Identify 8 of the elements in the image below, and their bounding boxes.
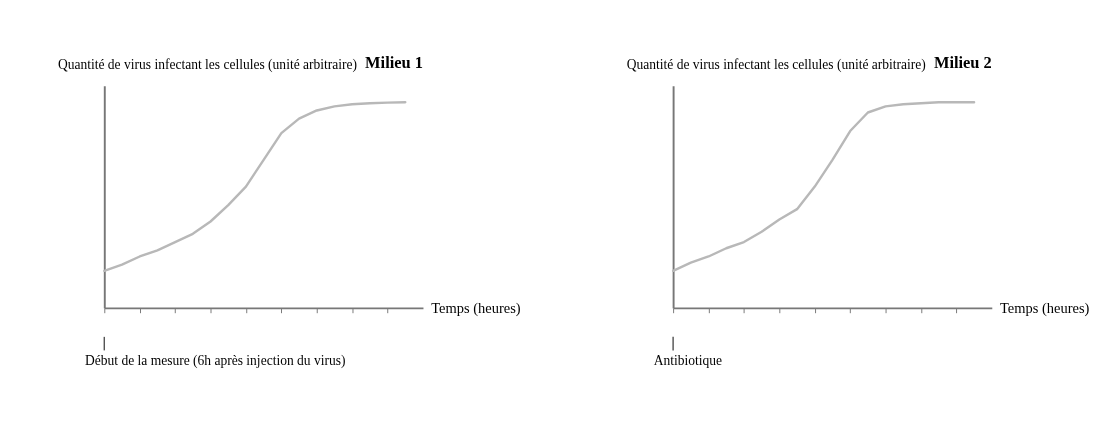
- text: Antibiotique: [653, 352, 723, 368]
- y-axis-title: Quantité de virus infectant les cellules (unité arbitraire): [57, 57, 358, 74]
- chart-title: Milieu 2: [933, 53, 992, 73]
- chart-title: Milieu 1: [365, 53, 423, 73]
- text: Début de la mesure (6h après injection du virus): [84, 352, 346, 369]
- x-axis-title: Temps (heures): [1000, 300, 1090, 318]
- x-axis-title: Temps (heures): [431, 300, 521, 318]
- y-axis-title: Quantité de virus infectant les cellules (unité arbitraire): [626, 57, 926, 74]
